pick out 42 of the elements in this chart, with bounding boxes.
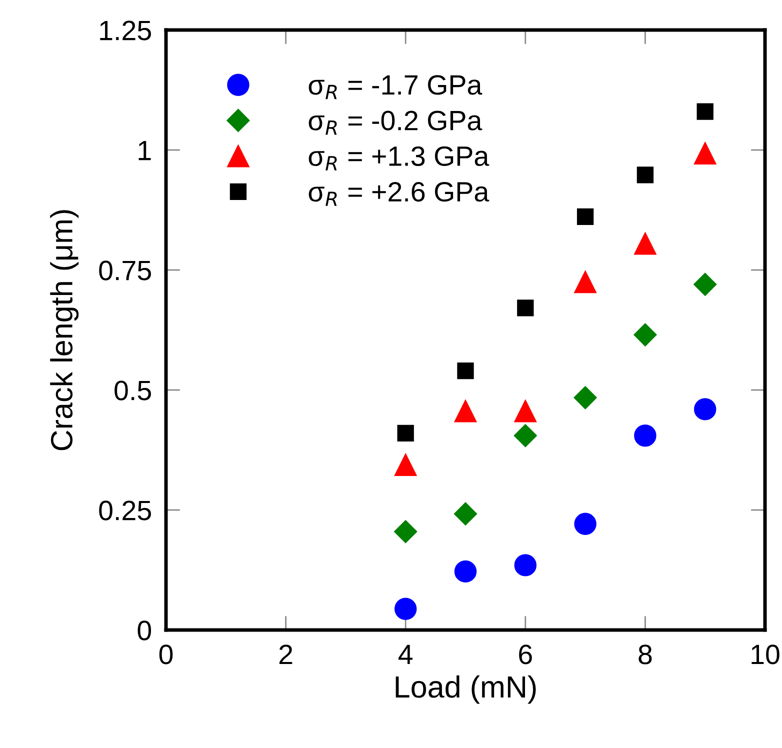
point bbox=[636, 166, 654, 184]
point bbox=[454, 560, 477, 583]
point bbox=[574, 512, 596, 536]
point bbox=[394, 454, 417, 476]
point bbox=[634, 424, 656, 447]
x-tick-label: 6 bbox=[519, 644, 532, 664]
point bbox=[397, 424, 414, 442]
point bbox=[394, 598, 417, 620]
y-tick-label: 0 bbox=[138, 620, 152, 640]
point bbox=[454, 400, 477, 422]
y-tick-label: 1 bbox=[138, 140, 151, 160]
point bbox=[517, 300, 534, 316]
point bbox=[694, 398, 716, 420]
point bbox=[457, 362, 474, 380]
point bbox=[634, 323, 657, 346]
point bbox=[696, 103, 714, 120]
x-tick-label: 8 bbox=[638, 644, 652, 664]
point bbox=[394, 520, 418, 544]
point bbox=[514, 554, 537, 576]
point bbox=[576, 208, 594, 226]
x-axis-title: Load (mN) bbox=[396, 675, 536, 704]
x-tick-label: 4 bbox=[398, 644, 413, 664]
legend-label: σ$_{R}$ = -1.7 GPa bbox=[308, 75, 482, 100]
y-tick-label: 0.75 bbox=[99, 260, 151, 280]
point bbox=[574, 270, 596, 294]
legend-label: σ$_{R}$ = -0.2 GPa bbox=[308, 110, 482, 135]
x-tick-label: 0 bbox=[159, 644, 173, 664]
point bbox=[514, 424, 537, 448]
point bbox=[634, 232, 656, 255]
point bbox=[694, 272, 717, 296]
y-tick-label: 1.25 bbox=[100, 20, 151, 40]
x-tick-label: 2 bbox=[279, 644, 292, 664]
legend-label: σ$_{R}$ = +1.3 GPa bbox=[308, 146, 490, 170]
point bbox=[454, 502, 477, 526]
x-tick-label: 10 bbox=[752, 644, 780, 664]
point bbox=[514, 400, 537, 422]
legend-label: σ$_{R}$ = +2.6 GPa bbox=[308, 182, 490, 206]
point bbox=[574, 386, 597, 410]
y-tick-label: 0.25 bbox=[99, 500, 151, 520]
point bbox=[694, 142, 716, 164]
y-axis-title: Crack length (μm) bbox=[50, 210, 79, 450]
y-tick-label: 0.5 bbox=[114, 380, 151, 400]
